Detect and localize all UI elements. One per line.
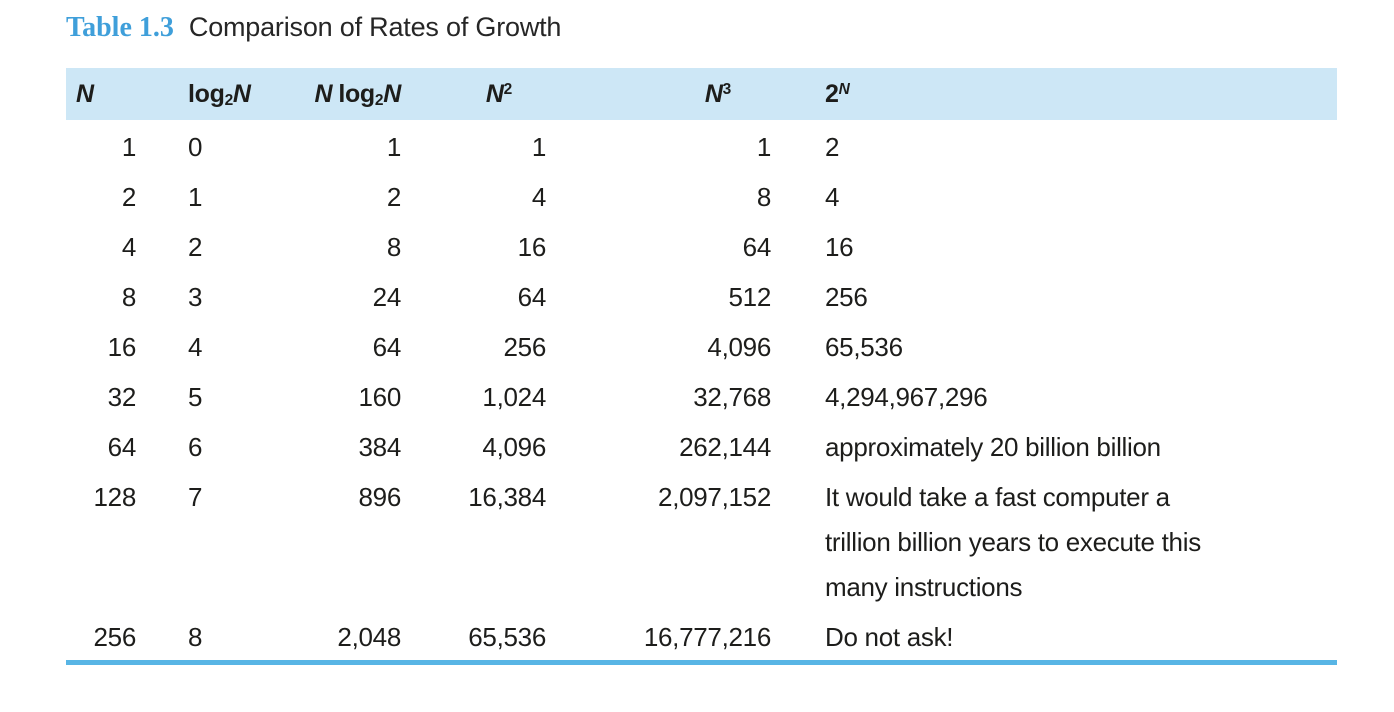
- cell-n: 128: [93, 482, 137, 512]
- header-n3-sup: 3: [722, 80, 732, 98]
- header-log-var: N: [232, 79, 251, 108]
- cell-nlog: 896: [358, 482, 402, 512]
- cell-n: 16: [107, 332, 137, 362]
- header-n2-var: N: [485, 79, 504, 108]
- table-row: 256 8 2,048 65,536 16,777,216 Do not ask!: [66, 610, 1337, 665]
- table-caption: Table 1.3 Comparison of Rates of Growth: [66, 10, 1394, 44]
- cell-n3: 16,777,216: [550, 610, 775, 665]
- cell-n3: 64: [742, 232, 772, 262]
- cell-nlog: 1: [386, 132, 401, 162]
- cell-n3: 262,144: [679, 432, 771, 462]
- cell-n: 64: [107, 432, 137, 462]
- column-header-n-cubed: N3: [550, 68, 775, 120]
- cell-nlog: 24: [372, 282, 402, 312]
- cell-n3: 4,096: [707, 332, 771, 362]
- cell-n: 8: [121, 282, 136, 312]
- table-row: 32 5 160 1,024 32,768 4,294,967,296: [66, 370, 1337, 420]
- cell-nlog: 2: [386, 182, 401, 212]
- cell-pow: 256: [825, 282, 868, 312]
- header-pow-base: 2: [825, 79, 839, 108]
- cell-pow: 2: [825, 132, 840, 162]
- cell-nlog: 8: [386, 232, 401, 262]
- cell-nlog: 2,048: [285, 610, 405, 665]
- cell-n2: 256: [503, 332, 547, 362]
- cell-n: 32: [107, 382, 137, 412]
- cell-n3: 2,097,152: [658, 482, 771, 512]
- cell-log: 3: [188, 282, 203, 312]
- table-row: 64 6 384 4,096 262,144 approximately 20 billi…: [66, 420, 1337, 470]
- cell-n: 256: [66, 610, 140, 665]
- cell-n3: 1: [756, 132, 771, 162]
- cell-n: 2: [121, 182, 136, 212]
- column-header-2-to-the-n: 2N: [775, 68, 1337, 120]
- column-header-n-squared: N2: [405, 68, 550, 120]
- table-body: 1 0 1 1 1 2 2 1 2 4 8 4 4 2 8 16 64 16 8 3 24 64 512 256 16 4 64 25…: [66, 120, 1337, 665]
- cell-pow: Do not ask!: [775, 610, 1337, 665]
- cell-nlog: 64: [372, 332, 402, 362]
- cell-log: 6: [188, 432, 203, 462]
- cell-pow: 4,294,967,296: [825, 382, 988, 412]
- table-row: 2 1 2 4 8 4: [66, 170, 1337, 220]
- cell-pow: approximately 20 billion billion: [825, 432, 1161, 462]
- table-row: 4 2 8 16 64 16: [66, 220, 1337, 270]
- header-nlog-sub: 2: [374, 91, 384, 109]
- cell-log: 5: [188, 382, 203, 412]
- cell-n2: 16,384: [468, 482, 546, 512]
- cell-n2: 1,024: [482, 382, 546, 412]
- header-pow-sup: N: [839, 81, 850, 98]
- header-log-sub: 2: [224, 91, 234, 109]
- cell-log: 4: [188, 332, 203, 362]
- cell-nlog: 160: [358, 382, 402, 412]
- cell-pow: It would take a fast computer a trillion…: [825, 482, 1201, 602]
- cell-nlog: 384: [358, 432, 402, 462]
- header-pow-sup-var: N: [838, 80, 850, 98]
- cell-n: 1: [121, 132, 136, 162]
- cell-n2: 1: [531, 132, 546, 162]
- header-nlog-fn: log: [338, 79, 375, 108]
- cell-n2: 4: [531, 182, 546, 212]
- cell-log: 8: [140, 610, 285, 665]
- table-row: 128 7 896 16,384 2,097,152 It would take a fa…: [66, 470, 1337, 610]
- column-header-log2n: log2N: [140, 68, 285, 120]
- cell-n3: 32,768: [693, 382, 771, 412]
- cell-pow: 4: [825, 182, 840, 212]
- cell-n3: 8: [756, 182, 771, 212]
- header-nlog-var1: N: [314, 79, 333, 108]
- table-row: 16 4 64 256 4,096 65,536: [66, 320, 1337, 370]
- cell-log: 2: [188, 232, 203, 262]
- column-header-n: N: [66, 68, 140, 120]
- cell-log: 7: [188, 482, 203, 512]
- cell-pow: 16: [825, 232, 854, 262]
- cell-pow: 65,536: [825, 332, 903, 362]
- cell-n3: 512: [728, 282, 772, 312]
- header-n3-var: N: [704, 79, 723, 108]
- table-row: 1 0 1 1 1 2: [66, 120, 1337, 170]
- header-n2-sup: 2: [503, 80, 513, 98]
- cell-n: 4: [121, 232, 136, 262]
- table-caption-label: Table 1.3: [66, 12, 174, 43]
- table-caption-title: Comparison of Rates of Growth: [188, 12, 562, 42]
- cell-n2: 4,096: [482, 432, 546, 462]
- header-n-var: N: [76, 79, 94, 108]
- cell-log: 0: [188, 132, 203, 162]
- cell-n2: 65,536: [405, 610, 550, 665]
- table-row: 8 3 24 64 512 256: [66, 270, 1337, 320]
- cell-n2: 64: [517, 282, 547, 312]
- header-nlog-var2: N: [383, 79, 401, 108]
- header-log-fn: log: [188, 79, 225, 108]
- cell-n2: 16: [517, 232, 547, 262]
- cell-log: 1: [188, 182, 203, 212]
